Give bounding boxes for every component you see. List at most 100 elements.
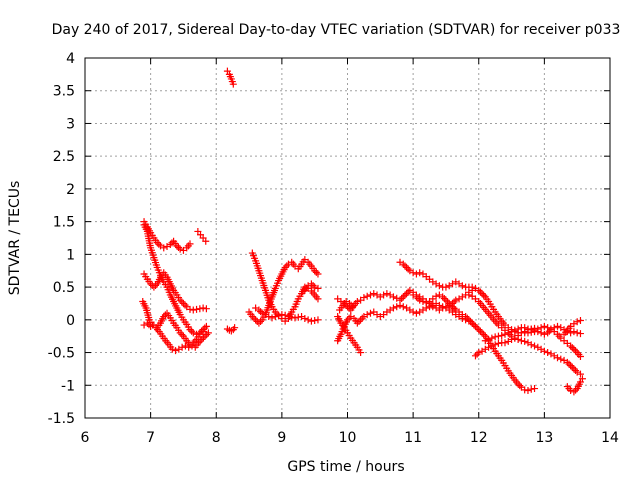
data-point <box>570 328 578 336</box>
data-point <box>345 299 353 307</box>
data-marks <box>139 67 586 396</box>
data-point <box>572 347 580 355</box>
data-point <box>416 296 424 304</box>
series-arc-j <box>245 256 322 327</box>
y-tick-label: 2.5 <box>53 149 75 165</box>
data-point <box>389 304 397 312</box>
data-point <box>204 329 212 337</box>
axis-ticks: 6 7 8 9 10 11 12 13 14 -1.5 -1 -0.5 0 0.5 1 1.5 2 2.5 3 3.5… <box>48 51 619 446</box>
data-point <box>442 296 450 304</box>
data-point <box>168 239 176 247</box>
data-point <box>389 293 397 301</box>
data-point <box>366 291 374 299</box>
data-point <box>288 313 296 321</box>
data-point <box>275 311 283 319</box>
data-point <box>531 385 539 393</box>
data-point <box>199 334 207 342</box>
data-point <box>189 329 197 337</box>
data-point <box>271 313 279 321</box>
data-point <box>527 341 535 349</box>
data-point <box>403 290 411 298</box>
data-point <box>357 316 365 324</box>
series-arc-d <box>140 269 210 314</box>
series-arc-g <box>223 67 237 88</box>
data-point <box>176 296 184 304</box>
data-point <box>442 283 450 291</box>
data-point <box>304 316 312 324</box>
data-point <box>172 347 180 355</box>
data-point <box>444 298 452 306</box>
data-point <box>353 319 361 327</box>
x-tick-label: 14 <box>601 430 619 446</box>
series-arc-h <box>223 324 239 335</box>
data-point <box>514 335 522 343</box>
data-point <box>307 317 315 325</box>
data-point <box>161 311 169 319</box>
data-point <box>283 262 291 270</box>
data-point <box>540 347 548 355</box>
data-point <box>399 260 407 268</box>
data-point <box>179 299 187 307</box>
data-point <box>468 319 476 327</box>
data-point <box>458 282 466 290</box>
data-point <box>281 311 289 319</box>
y-tick-label: 3 <box>66 116 75 132</box>
data-point <box>478 290 486 298</box>
data-point <box>540 322 548 330</box>
data-point <box>186 326 194 334</box>
data-point <box>173 242 181 250</box>
data-point <box>439 303 447 311</box>
data-point <box>475 286 483 294</box>
data-point <box>501 330 509 338</box>
data-point <box>494 339 502 347</box>
data-point <box>565 360 573 368</box>
data-point <box>412 270 420 278</box>
data-point <box>401 291 409 299</box>
data-point <box>508 328 516 336</box>
data-point <box>576 370 584 378</box>
series-arc-t <box>465 291 584 378</box>
data-point <box>143 319 151 327</box>
data-point <box>168 345 176 353</box>
data-point <box>531 326 539 334</box>
data-point <box>314 295 322 303</box>
data-point <box>450 304 458 312</box>
data-point <box>202 305 210 313</box>
data-point <box>178 298 186 306</box>
data-point <box>480 331 488 339</box>
data-point <box>347 301 355 309</box>
series-arc-i <box>248 249 322 325</box>
data-point <box>475 349 483 357</box>
data-point <box>189 306 197 314</box>
data-point <box>521 386 529 394</box>
data-point <box>201 324 209 332</box>
data-point <box>353 297 361 305</box>
data-point <box>311 316 319 324</box>
data-point <box>255 319 263 327</box>
data-point <box>471 352 479 360</box>
data-point <box>568 363 576 371</box>
series-arc-o <box>334 313 365 357</box>
x-axis-label: GPS time / hours <box>287 459 404 475</box>
data-point <box>439 293 447 301</box>
data-point <box>447 301 455 309</box>
data-point <box>189 339 197 347</box>
x-tick-label: 11 <box>404 430 422 446</box>
data-point <box>250 314 258 322</box>
data-point <box>284 313 292 321</box>
data-point <box>521 337 529 345</box>
data-point <box>399 293 407 301</box>
data-point <box>485 343 493 351</box>
data-point <box>481 337 489 345</box>
data-point <box>188 327 196 335</box>
data-point <box>229 80 237 88</box>
y-tick-label: -0.5 <box>48 346 75 362</box>
data-point <box>380 291 388 299</box>
data-point <box>309 281 317 289</box>
data-point <box>147 322 155 330</box>
data-point <box>414 295 422 303</box>
data-point <box>494 332 502 340</box>
data-point <box>521 324 529 332</box>
data-point <box>366 309 374 317</box>
data-point <box>570 345 578 353</box>
